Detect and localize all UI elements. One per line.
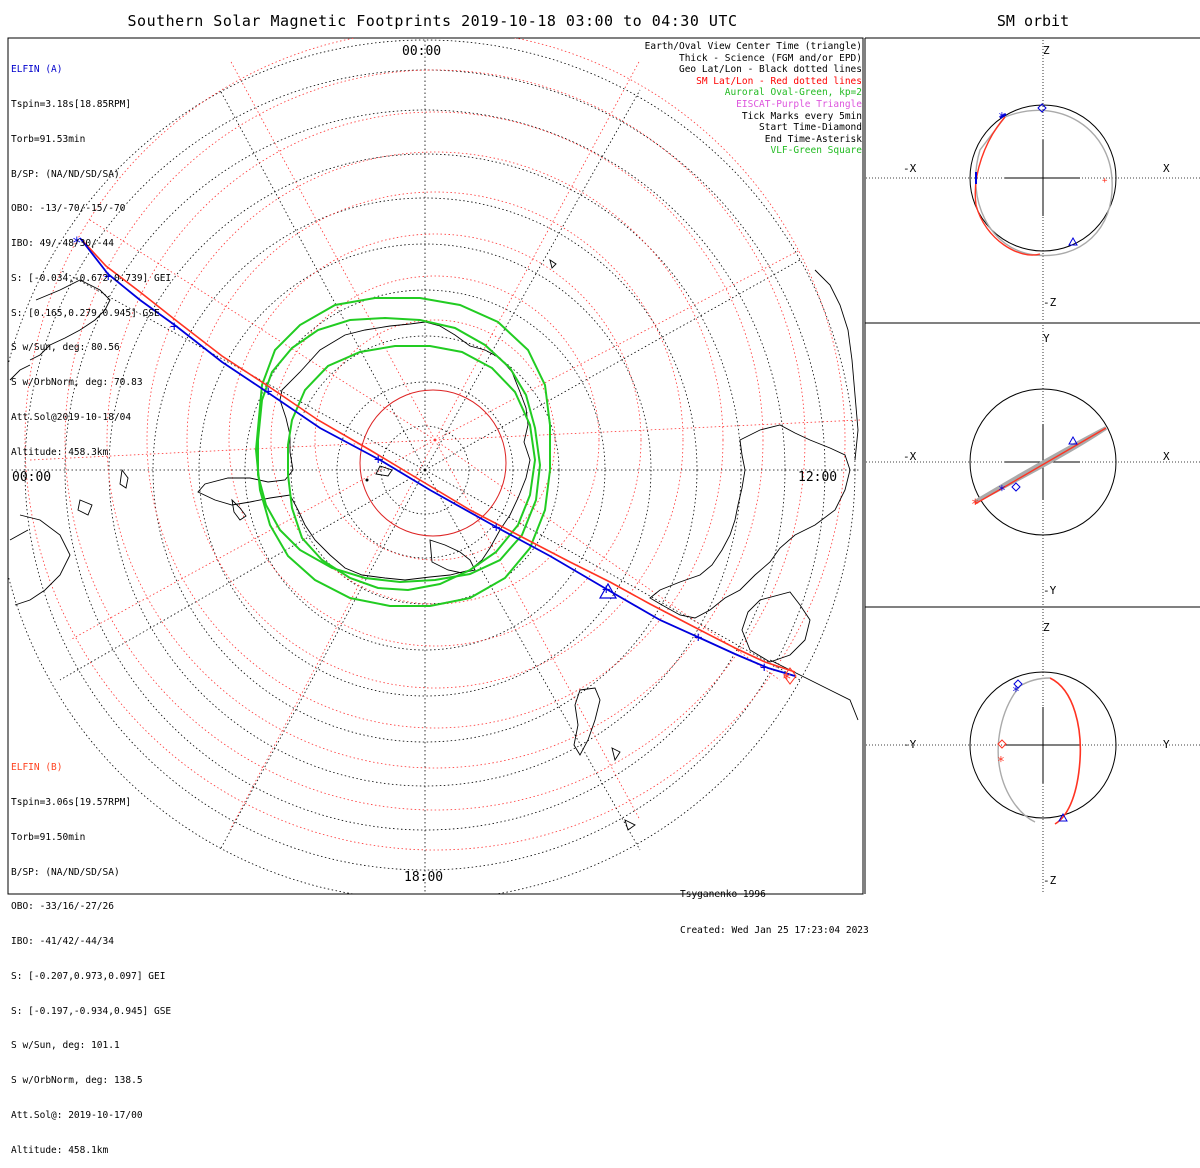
- legend: Earth/Oval View Center Time (triangle) T…: [645, 41, 862, 157]
- clock-label-right: 12:00: [798, 470, 838, 485]
- elfin-b-line: S w/OrbNorm, deg: 138.5: [11, 1075, 143, 1087]
- svg-text:*: *: [998, 111, 1006, 126]
- elfin-b-line: Torb=91.50min: [11, 831, 86, 843]
- plot-title: Southern Solar Magnetic Footprints 2019-…: [127, 12, 738, 30]
- elfin-a-line: Att.Sol@2019-10-18/04: [11, 412, 132, 423]
- orbit1-top-label: Z: [1043, 44, 1050, 57]
- legend-item: Earth/Oval View Center Time (triangle): [644, 41, 862, 52]
- coastlines: [9, 258, 859, 831]
- clock-label-bottom: 18:00: [404, 870, 444, 885]
- clock-label-left: 00:00: [12, 470, 52, 485]
- elfin-b-line: S: [-0.197,-0.934,0.945] GSE: [11, 1005, 172, 1017]
- map-frame: [7, 37, 864, 895]
- elfin-b-line: OBO: -33/16/-27/26: [11, 901, 114, 913]
- tick-mark: +: [104, 269, 112, 285]
- elfin-a-line: B/SP: (NA/ND/SD/SA): [11, 168, 120, 180]
- start-diamond-b: [783, 667, 797, 685]
- orbit3-top-label: Z: [1043, 621, 1050, 634]
- orbit2-left-label: -X: [903, 450, 917, 463]
- elfin-a-line: Altitude: 458.3km: [11, 446, 109, 458]
- auroral-oval-equatorward: [287, 345, 537, 592]
- sm-meridians: [29, 59, 861, 831]
- elfin-b-info: ELFIN (B) Tspin=3.06s[19.57RPM] Torb=91.…: [11, 739, 171, 1168]
- orbit-title: SM orbit: [996, 12, 1070, 30]
- legend-item: EISCAT-Purple Triangle: [736, 98, 862, 110]
- elfin-b-line: Tspin=3.06s[19.57RPM]: [11, 796, 132, 808]
- elfin-a-line: IBO: 49/-48/30/-44: [11, 238, 114, 250]
- orbit2-right-label: X: [1163, 450, 1170, 463]
- legend-item: Geo Lat/Lon - Black dotted lines: [678, 64, 862, 76]
- elfin-a-line: Torb=91.53min: [11, 133, 86, 145]
- footer: Tsyganenko-1996 Created: Wed Jan 25 17:2…: [680, 865, 869, 949]
- elfin-b-line: IBO: -41/42/-44/34: [11, 936, 114, 948]
- legend-item: End Time-Asterisk: [764, 133, 862, 145]
- elfin-a-track: [79, 237, 796, 677]
- elfin-b-line: S w/Sun, deg: 101.1: [11, 1040, 120, 1052]
- sm-pole-circle: [359, 389, 507, 537]
- orbit-panel-xy: * *: [866, 325, 1200, 605]
- created-label: Created: Wed Jan 25 17:23:04 2023: [680, 925, 869, 936]
- elfin-b-line: B/SP: (NA/ND/SD/SA): [11, 866, 120, 878]
- orbit3-right-label: Y: [1163, 738, 1170, 751]
- orbit-panel-yz: * *: [866, 609, 1200, 894]
- elfin-a-line: OBO: -13/-70/-15/-70: [11, 203, 126, 215]
- elfin-a-name: ELFIN (A): [11, 64, 63, 76]
- svg-text:+: +: [1102, 176, 1108, 186]
- view-center-triangle: [598, 582, 618, 599]
- clock-label-top: 00:00: [402, 44, 442, 59]
- svg-text:*: *: [998, 484, 1006, 499]
- elfin-a-line: S: [-0.034,-0.672,0.739] GEI: [11, 272, 172, 284]
- orbit2-top-label: Y: [1043, 332, 1050, 345]
- elfin-a-line: S: [0.165,0.279,0.945] GSE: [11, 307, 160, 319]
- tick-mark: +: [374, 452, 382, 468]
- orbit2-bottom-label: -Y: [1043, 584, 1057, 597]
- start-asterisk-a: *: [72, 233, 82, 252]
- track-ticks-a: + + + + + + + +: [104, 269, 768, 676]
- tick-mark: +: [170, 319, 178, 335]
- sm-lat-circles: [24, 38, 846, 851]
- elfin-a-line: S w/Sun, deg: 80.56: [11, 342, 120, 354]
- orbit1-left-label: -X: [903, 162, 917, 175]
- main-figure: + + + + + + + + * * * +: [7, 37, 1200, 895]
- legend-item: VLF-Green Square: [770, 145, 862, 157]
- polar-map: + + + + + + + + * *: [8, 38, 861, 894]
- end-asterisk-b: *: [782, 669, 792, 688]
- orbit1-bottom-label: -Z: [1043, 296, 1057, 309]
- elfin-b-line: S: [-0.207,0.973,0.097] GEI: [11, 970, 166, 982]
- orbit3-left-label: -Y: [903, 738, 917, 751]
- legend-item: SM Lat/Lon - Red dotted lines: [696, 75, 862, 87]
- model-label: Tsyganenko-1996: [680, 889, 766, 900]
- auroral-oval-outer: [254, 297, 551, 607]
- legend-item: Tick Marks every 5min: [741, 110, 862, 122]
- auroral-oval-poleward: [257, 316, 542, 584]
- legend-item: Thick - Science (FGM and/or EPD): [678, 52, 862, 64]
- legend-item: Auroral Oval-Green, kp=2: [724, 87, 862, 99]
- elfin-a-line: S w/OrbNorm, deg: 70.83: [11, 377, 143, 389]
- orbit3-bottom-label: -Z: [1043, 874, 1057, 887]
- elfin-a-line: Tspin=3.18s[18.85RPM]: [11, 98, 132, 110]
- elfin-a-info: ELFIN (A) Tspin=3.18s[18.85RPM] Torb=91.…: [11, 41, 171, 470]
- svg-text:*: *: [997, 755, 1005, 770]
- svg-text:*: *: [971, 497, 979, 513]
- elfin-b-line: Altitude: 458.1km: [11, 1144, 109, 1156]
- legend-item: Start Time-Diamond: [759, 122, 862, 134]
- tick-mark: +: [492, 520, 500, 536]
- tick-mark: +: [264, 384, 272, 400]
- elfin-b-line: Att.Sol@: 2019-10-17/00: [11, 1110, 143, 1121]
- svg-text:*: *: [1012, 685, 1020, 700]
- tick-mark: +: [694, 630, 702, 646]
- tick-mark: +: [602, 582, 610, 598]
- orbit1-right-label: X: [1163, 162, 1170, 175]
- elfin-b-name: ELFIN (B): [11, 762, 63, 774]
- elfin-b-track: [81, 239, 796, 673]
- tick-mark: +: [760, 660, 768, 676]
- pole-marker: [365, 478, 369, 482]
- orbit-panel-xz: * +: [866, 40, 1200, 320]
